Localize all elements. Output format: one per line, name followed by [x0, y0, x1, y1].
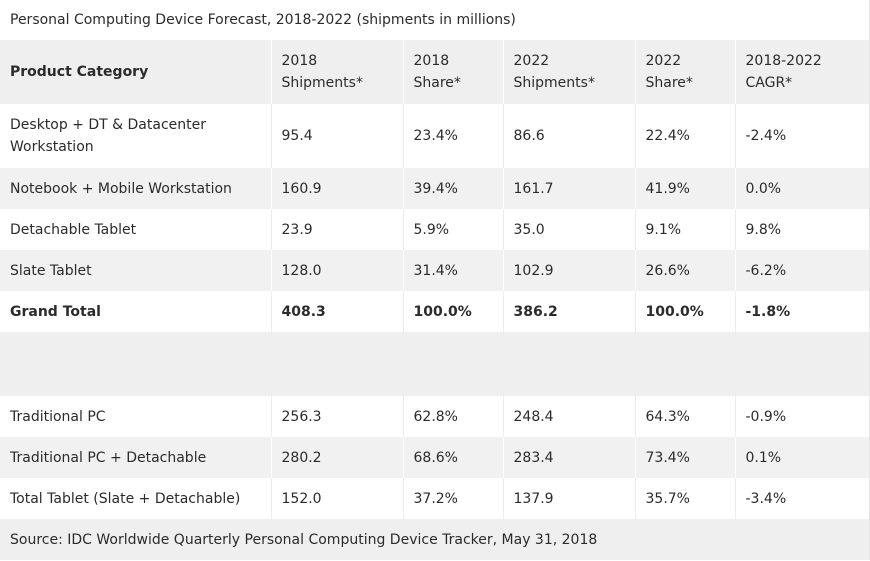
- cell-2022-share: 100.0%: [634, 291, 735, 332]
- cell-2018-share: 37.2%: [402, 478, 503, 519]
- cell-2022-shipments: 386.2: [502, 291, 635, 332]
- header-line: 2022: [513, 53, 550, 69]
- header-line: Share*: [645, 75, 693, 91]
- cell-2022-shipments: 248.4: [502, 396, 635, 437]
- cell-2022-shipments: 137.9: [502, 478, 635, 519]
- table-title-row: Personal Computing Device Forecast, 2018…: [0, 0, 870, 40]
- header-2022-shipments: 2022 Shipments*: [502, 40, 635, 104]
- header-line: 2022: [645, 53, 682, 69]
- cell-2022-share: 22.4%: [634, 104, 735, 168]
- table-row: Traditional PC 256.3 62.8% 248.4 64.3% -…: [0, 396, 870, 437]
- cell-2018-shipments: 152.0: [270, 478, 403, 519]
- table-row: Slate Tablet 128.0 31.4% 102.9 26.6% -6.…: [0, 250, 870, 291]
- cell-2018-share: 68.6%: [402, 437, 503, 478]
- row-category: Grand Total: [0, 291, 271, 332]
- cell-2018-shipments: 128.0: [270, 250, 403, 291]
- table-row: Traditional PC + Detachable 280.2 68.6% …: [0, 437, 870, 478]
- header-product-category: Product Category: [0, 40, 271, 104]
- cell-cagr: 0.0%: [734, 168, 870, 209]
- cell-cagr: -1.8%: [734, 291, 870, 332]
- cell-2018-shipments: 256.3: [270, 396, 403, 437]
- cell-cagr: 9.8%: [734, 209, 870, 250]
- grand-total-row: Grand Total 408.3 100.0% 386.2 100.0% -1…: [0, 291, 870, 332]
- table-title-main: Personal Computing Device Forecast, 2018…: [10, 12, 353, 28]
- table-row: Detachable Tablet 23.9 5.9% 35.0 9.1% 9.…: [0, 209, 870, 250]
- cell-cagr: -2.4%: [734, 104, 870, 168]
- cell-2022-share: 26.6%: [634, 250, 735, 291]
- row-category: Desktop + DT & Datacenter Workstation: [0, 104, 271, 168]
- cell-2018-share: 62.8%: [402, 396, 503, 437]
- cell-2018-share: 39.4%: [402, 168, 503, 209]
- cell-2018-share: 23.4%: [402, 104, 503, 168]
- table-header-row: Product Category 2018 Shipments* 2018 Sh…: [0, 40, 870, 104]
- cell-cagr: 0.1%: [734, 437, 870, 478]
- cell-2022-share: 35.7%: [634, 478, 735, 519]
- cell-2018-shipments: 408.3: [270, 291, 403, 332]
- cell-2022-shipments: 86.6: [502, 104, 635, 168]
- table-row: Total Tablet (Slate + Detachable) 152.0 …: [0, 478, 870, 519]
- header-line: Shipments*: [513, 75, 595, 91]
- category-line: Workstation: [10, 139, 94, 155]
- header-line: 2018: [413, 53, 450, 69]
- row-category: Detachable Tablet: [0, 209, 271, 250]
- category-line: Desktop + DT & Datacenter: [10, 117, 206, 133]
- cell-2022-shipments: 35.0: [502, 209, 635, 250]
- cell-2018-share: 5.9%: [402, 209, 503, 250]
- header-2022-share: 2022 Share*: [634, 40, 735, 104]
- row-category: Total Tablet (Slate + Detachable): [0, 478, 271, 519]
- cell-2022-shipments: 102.9: [502, 250, 635, 291]
- cell-cagr: -3.4%: [734, 478, 870, 519]
- cell-2022-share: 9.1%: [634, 209, 735, 250]
- cell-cagr: -0.9%: [734, 396, 870, 437]
- row-category: Notebook + Mobile Workstation: [0, 168, 271, 209]
- header-line: CAGR*: [745, 75, 793, 91]
- cell-2018-shipments: 160.9: [270, 168, 403, 209]
- table-row: Notebook + Mobile Workstation 160.9 39.4…: [0, 168, 870, 209]
- cell-2018-shipments: 95.4: [270, 104, 403, 168]
- cell-2022-shipments: 161.7: [502, 168, 635, 209]
- header-2018-share: 2018 Share*: [402, 40, 503, 104]
- cell-2018-shipments: 23.9: [270, 209, 403, 250]
- cell-2022-share: 73.4%: [634, 437, 735, 478]
- header-line: 2018: [281, 53, 318, 69]
- cell-cagr: -6.2%: [734, 250, 870, 291]
- header-line: 2018-2022: [745, 53, 822, 69]
- row-category: Traditional PC + Detachable: [0, 437, 271, 478]
- header-line: Share*: [413, 75, 461, 91]
- table-row: Desktop + DT & Datacenter Workstation 95…: [0, 104, 870, 168]
- source-note: Source: IDC Worldwide Quarterly Personal…: [0, 519, 870, 560]
- spacer-cell: [0, 332, 870, 396]
- cell-2022-shipments: 283.4: [502, 437, 635, 478]
- cell-2018-share: 100.0%: [402, 291, 503, 332]
- table-title: Personal Computing Device Forecast, 2018…: [0, 0, 870, 40]
- cell-2022-share: 64.3%: [634, 396, 735, 437]
- header-line: Shipments*: [281, 75, 363, 91]
- header-cagr: 2018-2022 CAGR*: [734, 40, 870, 104]
- row-category: Slate Tablet: [0, 250, 271, 291]
- header-2018-shipments: 2018 Shipments*: [270, 40, 403, 104]
- source-row: Source: IDC Worldwide Quarterly Personal…: [0, 519, 870, 560]
- cell-2022-share: 41.9%: [634, 168, 735, 209]
- table-title-sub: (shipments in millions): [356, 12, 516, 28]
- cell-2018-share: 31.4%: [402, 250, 503, 291]
- spacer-row: [0, 332, 870, 396]
- row-category: Traditional PC: [0, 396, 271, 437]
- cell-2018-shipments: 280.2: [270, 437, 403, 478]
